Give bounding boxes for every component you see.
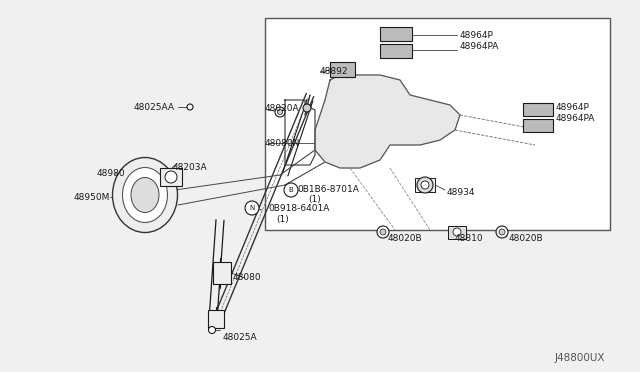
Circle shape	[380, 229, 386, 235]
Bar	[448, 226, 466, 239]
Bar	[415, 178, 435, 192]
Text: 48020B: 48020B	[388, 234, 422, 243]
Circle shape	[245, 201, 259, 215]
Bar	[160, 168, 182, 186]
Text: 48964P: 48964P	[460, 31, 494, 39]
Circle shape	[165, 171, 177, 183]
Text: 48025AA: 48025AA	[134, 103, 175, 112]
Text: 48080: 48080	[233, 273, 262, 282]
Text: (1): (1)	[276, 215, 289, 224]
Text: J48800UX: J48800UX	[554, 353, 605, 363]
Circle shape	[421, 181, 429, 189]
Circle shape	[284, 183, 298, 197]
Bar	[330, 62, 355, 77]
Text: 48950M: 48950M	[74, 192, 110, 202]
Text: 48980: 48980	[97, 169, 125, 177]
Polygon shape	[315, 75, 460, 168]
Text: 48964PA: 48964PA	[460, 42, 499, 51]
Text: B: B	[289, 187, 293, 193]
Circle shape	[275, 107, 285, 117]
Bar	[208, 310, 224, 328]
Text: 48025A: 48025A	[223, 334, 258, 343]
Text: 48020A: 48020A	[265, 103, 300, 112]
Text: 48892: 48892	[320, 67, 349, 76]
Circle shape	[499, 229, 505, 235]
Bar	[265, 18, 610, 230]
Ellipse shape	[122, 167, 168, 222]
Text: 48934: 48934	[447, 187, 476, 196]
Text: 48020B: 48020B	[509, 234, 543, 243]
Bar	[523, 103, 553, 116]
Circle shape	[417, 177, 433, 193]
Bar	[380, 44, 412, 58]
Bar	[213, 262, 231, 284]
Circle shape	[453, 228, 461, 236]
Text: 48964P: 48964P	[556, 103, 590, 112]
Text: 0B918-6401A: 0B918-6401A	[268, 203, 330, 212]
Text: (1): (1)	[308, 195, 321, 203]
Circle shape	[187, 104, 193, 110]
Ellipse shape	[113, 157, 177, 232]
Circle shape	[303, 104, 311, 112]
Circle shape	[209, 327, 216, 334]
Ellipse shape	[131, 177, 159, 212]
Text: N: N	[250, 205, 255, 211]
Bar	[380, 27, 412, 41]
Circle shape	[278, 109, 282, 115]
Circle shape	[377, 226, 389, 238]
Text: 0B1B6-8701A: 0B1B6-8701A	[297, 185, 359, 193]
Text: 48080N: 48080N	[265, 138, 300, 148]
Text: 48203A: 48203A	[173, 163, 207, 171]
Text: 48810: 48810	[455, 234, 484, 243]
Bar	[523, 119, 553, 132]
Circle shape	[496, 226, 508, 238]
Text: 48964PA: 48964PA	[556, 113, 595, 122]
